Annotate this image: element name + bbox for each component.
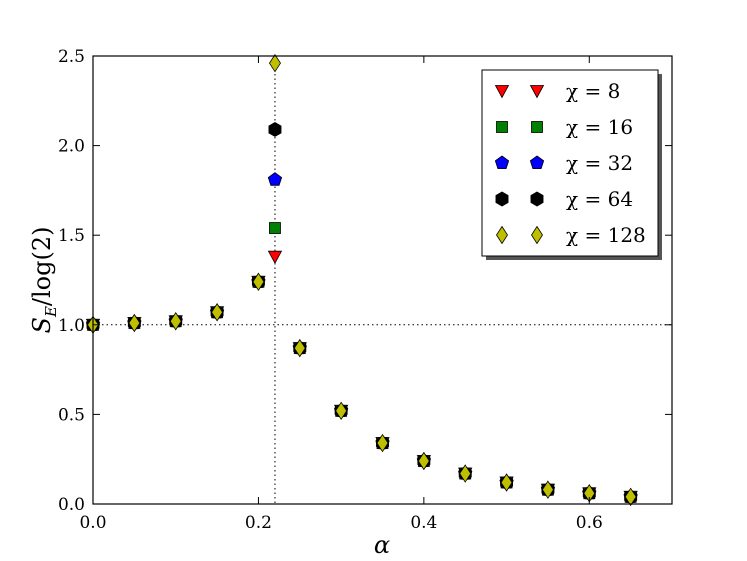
data-point-diamond [211, 303, 224, 322]
data-point-diamond [417, 451, 430, 471]
legend: χ = 8 χ = 16 χ = 32 χ = 64 χ = 128 [481, 69, 662, 260]
x-tick-label: 0.0 [79, 513, 106, 533]
y-tick-label: 1.5 [58, 226, 85, 246]
reference-lines [93, 56, 672, 504]
y-tick-label: 1.0 [58, 316, 85, 336]
legend-marker [530, 191, 544, 207]
legend-label: χ = 16 [566, 115, 633, 139]
data-point-hexagon [268, 122, 282, 137]
data-point-diamond [459, 464, 472, 483]
legend-label: χ = 32 [566, 151, 633, 175]
legend-label: χ = 128 [566, 223, 646, 247]
legend-marker [531, 121, 543, 133]
legend-marker [494, 155, 510, 170]
data-point-diamond [268, 53, 281, 73]
data-point-diamond [624, 487, 637, 507]
y-axis-title: SE/log(2) [28, 227, 60, 334]
legend-label: χ = 8 [566, 79, 620, 103]
series-4 [87, 53, 637, 507]
x-axis-title: α [374, 531, 390, 559]
data-point-pentagon [267, 172, 283, 186]
legend-marker [529, 155, 545, 170]
data-point-diamond [128, 313, 141, 333]
data-point-diamond [169, 311, 182, 331]
data-point-diamond [541, 480, 554, 499]
y-tick-label: 2.5 [58, 47, 85, 67]
legend-marker [531, 225, 543, 245]
data-point-triangle-down [267, 250, 283, 265]
legend-marker [496, 225, 508, 245]
data-markers [85, 53, 638, 507]
data-point-diamond [293, 338, 306, 358]
y-tick-label: 2.0 [58, 137, 85, 157]
legend-marker [495, 191, 509, 207]
y-tick-label: 0.5 [58, 405, 85, 425]
plot-frame [92, 55, 673, 505]
data-point-diamond [376, 433, 389, 453]
legend-box [481, 69, 659, 257]
data-point-diamond [500, 473, 513, 492]
data-point-diamond [252, 272, 265, 292]
svg-text:SE/log(2): SE/log(2) [28, 227, 60, 334]
x-tick-label: 0.2 [245, 513, 272, 533]
axis-ticks: 0.0 0.2 0.4 0.6 0.0 0.5 1.0 1.5 2.0 2.5 [58, 47, 672, 533]
x-tick-label: 0.4 [410, 513, 437, 533]
y-tick-label: 0.0 [58, 495, 85, 515]
data-point-square [269, 222, 281, 234]
legend-label: χ = 64 [566, 187, 633, 211]
data-point-diamond [335, 401, 348, 421]
legend-marker [494, 85, 510, 99]
x-tick-label: 0.6 [576, 513, 603, 533]
legend-marker [529, 85, 545, 99]
legend-marker [496, 121, 508, 133]
